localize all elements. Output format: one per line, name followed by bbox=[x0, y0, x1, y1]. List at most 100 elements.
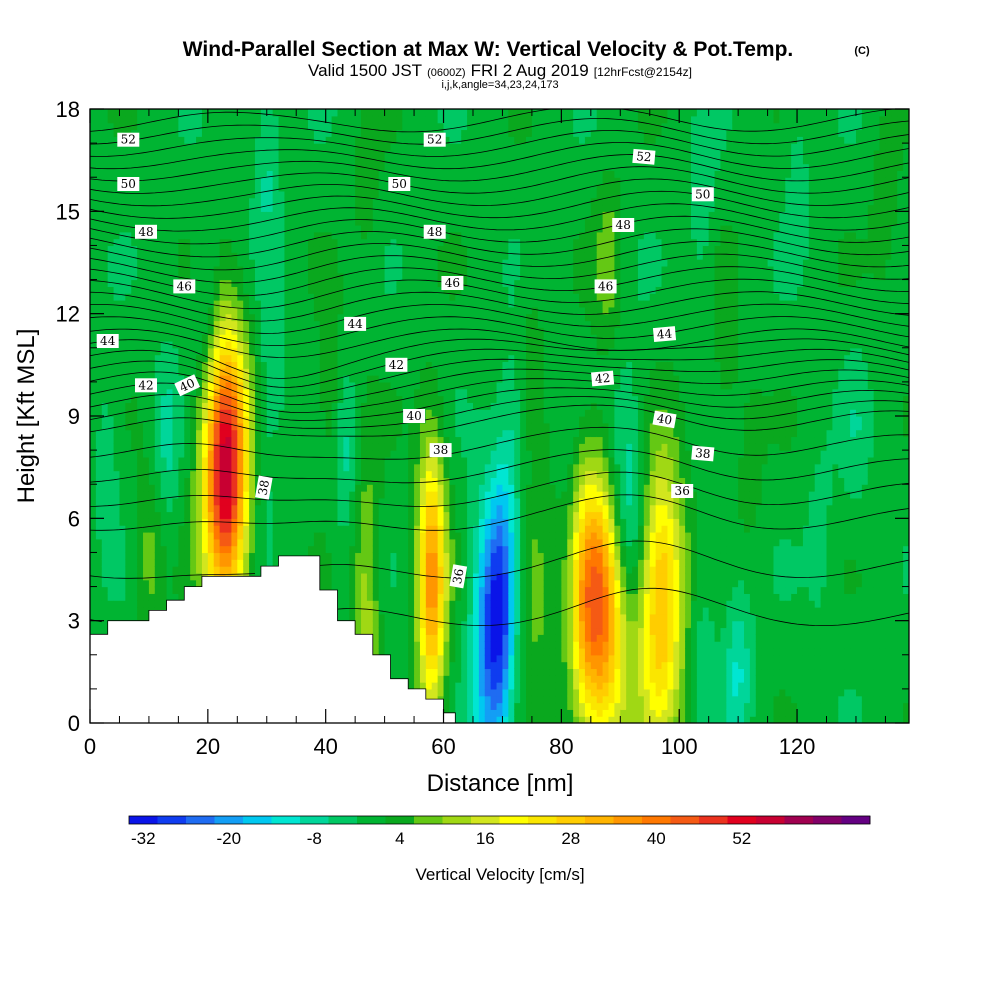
field-cell bbox=[207, 409, 215, 417]
field-cell bbox=[361, 613, 368, 622]
field-cell bbox=[107, 436, 115, 444]
field-cell bbox=[154, 197, 162, 206]
field-cell bbox=[166, 252, 174, 260]
field-cell bbox=[107, 552, 115, 560]
field-cell bbox=[172, 156, 179, 165]
field-cell bbox=[384, 627, 392, 635]
field-cell bbox=[166, 579, 174, 588]
field-cell bbox=[219, 450, 227, 458]
field-cell bbox=[190, 313, 197, 322]
field-cell bbox=[308, 122, 315, 131]
field-cell bbox=[219, 402, 227, 410]
field-cell bbox=[313, 184, 321, 192]
field-cell bbox=[154, 286, 162, 294]
field-cell bbox=[343, 334, 350, 342]
field-cell bbox=[225, 245, 233, 253]
field-cell bbox=[148, 143, 156, 151]
field-cell bbox=[308, 456, 315, 465]
field-cell bbox=[225, 477, 233, 485]
field-cell bbox=[172, 559, 179, 567]
field-cell bbox=[107, 293, 115, 301]
field-cell bbox=[113, 115, 121, 124]
field-cell bbox=[166, 149, 174, 158]
field-cell bbox=[190, 327, 197, 335]
field-cell bbox=[196, 224, 203, 233]
field-cell bbox=[213, 511, 221, 519]
field-cell bbox=[319, 559, 327, 567]
field-cell bbox=[160, 531, 168, 540]
field-cell bbox=[378, 627, 386, 635]
field-cell bbox=[196, 122, 203, 131]
field-cell bbox=[355, 402, 362, 410]
field-cell bbox=[343, 402, 350, 410]
field-cell bbox=[143, 354, 150, 363]
field-cell bbox=[402, 402, 409, 410]
field-cell bbox=[272, 177, 280, 185]
field-cell bbox=[272, 143, 280, 151]
field-cell bbox=[366, 627, 374, 635]
field-cell bbox=[160, 347, 168, 356]
field-cell bbox=[302, 218, 309, 226]
field-cell bbox=[249, 122, 256, 131]
field-cell bbox=[266, 409, 274, 417]
field-cell bbox=[154, 395, 162, 403]
field-cell bbox=[302, 313, 309, 322]
field-cell bbox=[272, 443, 280, 451]
field-cell bbox=[107, 211, 115, 219]
field-cell bbox=[390, 265, 397, 274]
field-cell bbox=[166, 518, 174, 526]
field-cell bbox=[137, 613, 144, 622]
field-cell bbox=[101, 470, 109, 478]
field-cell bbox=[355, 122, 362, 131]
field-cell bbox=[313, 218, 321, 226]
field-cell bbox=[343, 293, 350, 301]
field-cell bbox=[154, 115, 162, 124]
field-cell bbox=[101, 559, 109, 567]
field-cell bbox=[148, 497, 156, 506]
field-cell bbox=[107, 143, 115, 151]
field-cell bbox=[201, 156, 209, 165]
field-cell bbox=[284, 143, 291, 151]
field-cell bbox=[207, 272, 215, 281]
field-cell bbox=[207, 361, 215, 369]
field-cell bbox=[355, 545, 362, 554]
field-cell bbox=[296, 149, 303, 158]
field-cell bbox=[343, 204, 350, 212]
field-cell bbox=[331, 368, 339, 376]
field-cell bbox=[331, 163, 339, 171]
field-cell bbox=[396, 334, 403, 342]
field-cell bbox=[213, 484, 221, 492]
field-cell bbox=[131, 340, 138, 349]
field-cell bbox=[154, 559, 162, 567]
field-cell bbox=[402, 463, 409, 472]
field-cell bbox=[372, 545, 380, 554]
field-cell bbox=[325, 245, 333, 253]
field-cell bbox=[384, 265, 392, 274]
field-cell bbox=[378, 211, 386, 219]
field-cell bbox=[160, 566, 168, 574]
field-cell bbox=[343, 340, 350, 349]
field-cell bbox=[396, 402, 403, 410]
field-cell bbox=[143, 184, 150, 192]
field-cell bbox=[378, 231, 386, 240]
field-cell bbox=[337, 197, 344, 206]
field-cell bbox=[137, 531, 144, 540]
field-cell bbox=[243, 477, 250, 485]
field-cell bbox=[125, 340, 132, 349]
field-cell bbox=[349, 177, 356, 185]
field-cell bbox=[260, 204, 268, 212]
field-cell bbox=[378, 491, 386, 499]
field-cell bbox=[272, 184, 280, 192]
field-cell bbox=[402, 511, 409, 519]
field-cell bbox=[119, 552, 126, 560]
field-cell bbox=[290, 354, 297, 363]
field-cell bbox=[349, 368, 356, 376]
field-cell bbox=[337, 586, 344, 594]
field-cell bbox=[178, 238, 185, 247]
field-cell bbox=[355, 218, 362, 226]
field-cell bbox=[154, 354, 162, 363]
field-cell bbox=[166, 463, 174, 472]
field-cell bbox=[101, 388, 109, 397]
field-cell bbox=[95, 375, 103, 383]
field-cell bbox=[308, 143, 315, 151]
